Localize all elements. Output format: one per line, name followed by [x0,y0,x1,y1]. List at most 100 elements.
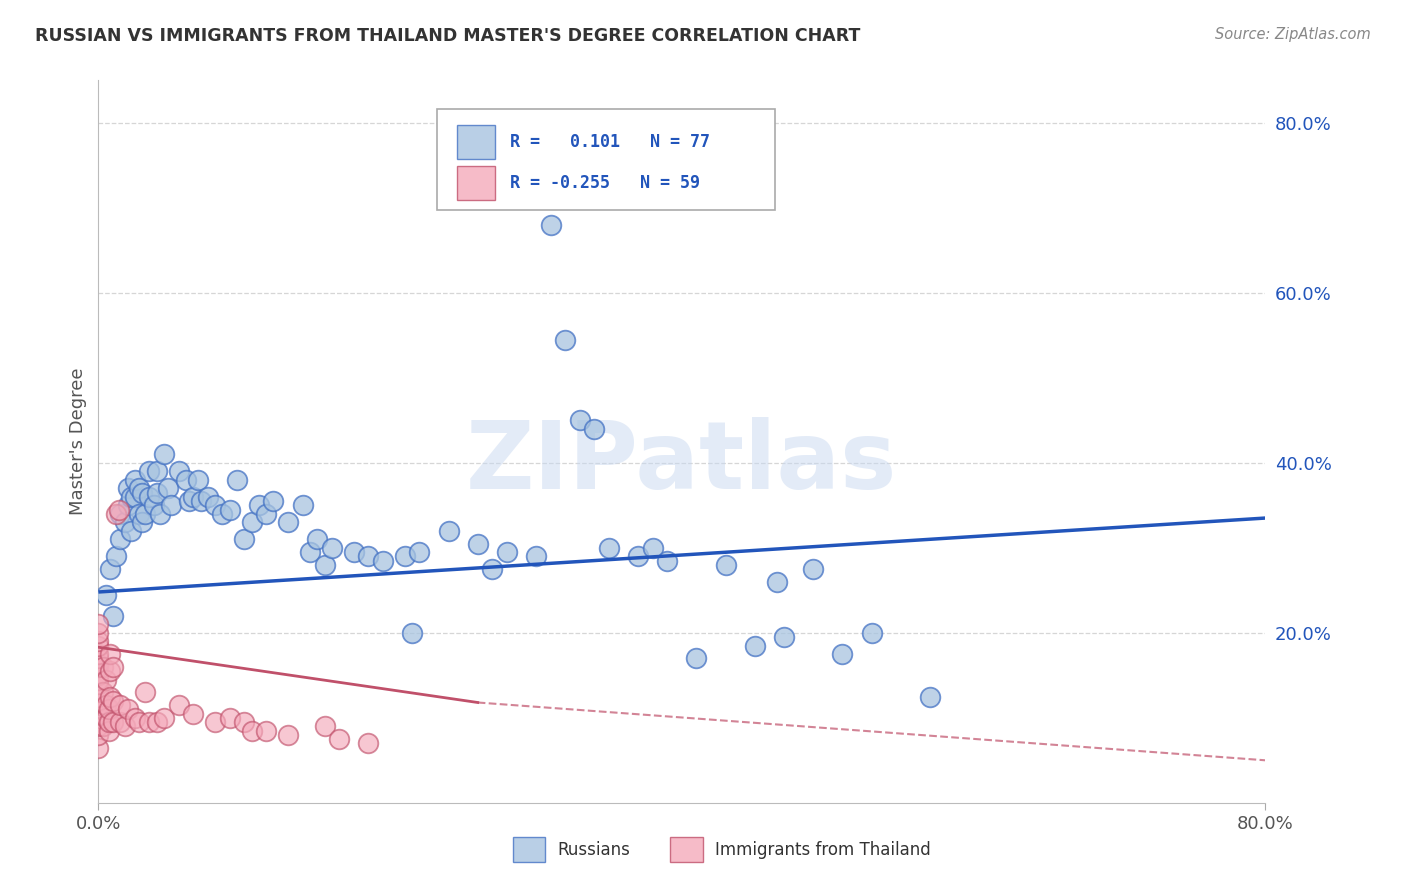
Point [87,625,110,640]
Point [87,668,110,682]
Text: R = -0.255   N = 59: R = -0.255 N = 59 [510,174,700,192]
Text: Source: ZipAtlas.com: Source: ZipAtlas.com [1215,27,1371,42]
Bar [457,125,495,159]
Point [91,660,114,674]
Point [94,588,117,602]
Point [157,481,180,495]
Point [98,562,121,576]
Point [233,714,256,729]
Point [131,516,153,530]
Point [657,553,679,567]
Point [181,490,204,504]
Bar [513,837,546,863]
Point [110,507,132,521]
Point [204,714,226,729]
Point [138,464,160,478]
Point [394,549,416,564]
Point [134,507,156,521]
Point [328,732,350,747]
Point [801,562,824,576]
Point [197,490,219,504]
Point [87,617,110,632]
Point [247,498,270,512]
Point [167,698,190,712]
Point [149,507,172,521]
Point [87,647,110,661]
Point [860,625,883,640]
Point [627,549,650,564]
Point [918,690,941,704]
Point [120,490,142,504]
Point [321,541,343,555]
Point [87,660,110,674]
Point [298,545,321,559]
Point [87,694,110,708]
Point [87,677,110,691]
Point [226,473,249,487]
Point [254,723,277,738]
Point [254,507,277,521]
Point [307,533,329,547]
Point [87,685,110,699]
Point [134,685,156,699]
Point [481,562,503,576]
Point [97,714,120,729]
Point [554,333,576,347]
Bar [671,837,703,863]
Point [153,447,176,461]
Point [146,485,169,500]
Bar [457,166,495,200]
Point [87,702,110,716]
Point [401,625,423,640]
Point [87,711,110,725]
Point [120,524,142,538]
Point [128,507,150,521]
Point [714,558,737,572]
Point [87,728,110,742]
Point [87,719,110,733]
Point [153,711,176,725]
Point [773,630,796,644]
Point [496,545,519,559]
Point [204,498,226,512]
Point [437,524,460,538]
Point [98,664,121,678]
Point [218,711,240,725]
Point [87,673,110,687]
Point [146,464,169,478]
Point [138,714,160,729]
Point [598,541,620,555]
Point [124,490,146,504]
Point [240,723,263,738]
Text: R =   0.101   N = 77: R = 0.101 N = 77 [510,133,710,151]
Point [765,574,787,589]
Point [117,702,139,716]
Point [187,473,209,487]
Point [87,651,110,665]
Text: ZIPatlas: ZIPatlas [467,417,897,509]
Point [540,218,562,232]
Point [277,728,299,742]
Point [314,719,336,733]
Point [124,711,146,725]
Point [114,516,136,530]
Point [277,516,299,530]
Point [87,690,110,704]
Point [177,494,200,508]
Point [87,634,110,648]
Point [128,481,150,495]
Point [91,685,114,699]
Point [641,541,664,555]
Point [104,507,127,521]
Point [142,498,165,512]
Point [94,698,117,712]
Point [831,647,853,661]
Point [110,714,132,729]
Point [91,719,114,733]
Point [524,549,547,564]
Point [101,608,124,623]
Point [138,490,160,504]
Point [114,719,136,733]
Point [94,673,117,687]
Point [240,516,263,530]
